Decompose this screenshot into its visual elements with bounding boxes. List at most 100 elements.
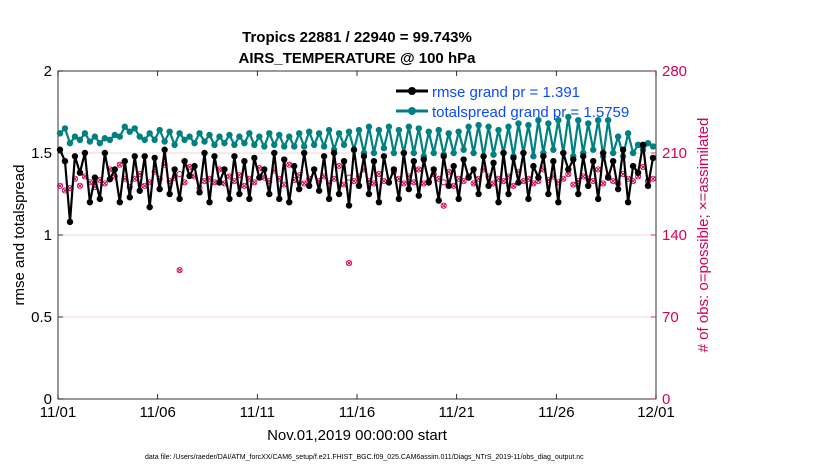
series-point-rmse <box>425 179 432 186</box>
series-point-totalspread <box>430 149 437 157</box>
series-point-rmse <box>594 195 602 203</box>
legend-rmse-label: rmse grand pr = 1.391 <box>432 84 580 101</box>
series-point-totalspread <box>525 121 532 129</box>
series-point-rmse <box>151 154 158 162</box>
series-point-rmse <box>590 158 597 165</box>
obs-assimilated-marker <box>142 183 148 189</box>
y2-axis-label: # of obs: o=possible; ×=assimilated <box>695 118 712 353</box>
obs-assimilated-stroke <box>421 180 427 187</box>
obs-assimilated-stroke <box>650 176 656 182</box>
series-point-rmse <box>644 182 652 189</box>
obs-assimilated-marker <box>102 180 108 187</box>
series-point-rmse <box>271 149 278 157</box>
series-point-rmse <box>649 154 657 162</box>
obs-assimilated-stroke <box>416 166 422 172</box>
obs-assimilated-stroke <box>132 176 138 182</box>
series-point-rmse <box>281 156 288 163</box>
series-point-totalspread <box>495 126 502 134</box>
series-point-totalspread <box>355 126 363 134</box>
series-point-rmse <box>460 156 467 163</box>
series-point-rmse <box>76 169 84 176</box>
series-point-totalspread <box>221 139 228 147</box>
obs-assimilated-marker <box>351 178 357 184</box>
series-point-totalspread <box>111 131 119 139</box>
obs-assimilated-marker <box>451 183 457 189</box>
obs-assimilated-stroke <box>117 162 123 168</box>
series-point-totalspread <box>286 133 293 140</box>
series-point-rmse <box>490 159 497 167</box>
obs-assimilated-marker <box>231 178 237 184</box>
series-point-rmse <box>530 162 537 170</box>
obs-assimilated-stroke <box>351 178 357 184</box>
obs-assimilated-marker <box>595 166 601 172</box>
series-point-rmse <box>216 179 223 186</box>
obs-assimilated-stroke <box>600 180 606 187</box>
obs-assimilated-stroke <box>226 173 232 179</box>
series-point-rmse <box>390 166 398 173</box>
series-point-rmse <box>370 158 378 165</box>
series-point-rmse <box>111 166 119 173</box>
y2-tick-label: 280 <box>662 63 687 80</box>
series-point-totalspread <box>81 130 89 137</box>
series-point-totalspread <box>176 130 183 137</box>
series-point-rmse <box>81 149 89 157</box>
obs-assimilated-stroke <box>281 182 287 188</box>
series-point-totalspread <box>614 133 622 140</box>
series-point-rmse <box>71 153 79 160</box>
series-point-totalspread <box>131 125 138 132</box>
series-point-rmse <box>201 149 208 157</box>
series-point-rmse <box>315 187 323 194</box>
series-point-rmse <box>604 174 612 181</box>
series-point-totalspread <box>261 143 268 150</box>
obs-assimilated-marker <box>610 178 616 184</box>
obs-possible-marker <box>56 182 64 189</box>
obs-possible-marker <box>76 182 83 189</box>
series-point-rmse <box>360 153 368 160</box>
series-point-totalspread <box>266 130 273 137</box>
series-point-rmse <box>231 153 238 160</box>
series-point-totalspread <box>410 149 418 157</box>
series-point-rmse <box>520 149 527 157</box>
series-point-rmse <box>251 154 258 162</box>
series-point-rmse <box>131 153 138 160</box>
obs-assimilated-marker <box>182 179 188 185</box>
x-tick-label: 12/01 <box>637 404 675 421</box>
obs-assimilated-marker <box>211 179 218 185</box>
obs-assimilated-marker <box>286 162 292 168</box>
series-point-totalspread <box>644 139 652 147</box>
series-point-rmse <box>565 166 572 173</box>
series-point-totalspread <box>171 141 178 148</box>
series-lines <box>56 113 657 226</box>
series-point-totalspread <box>575 117 582 124</box>
series-point-rmse <box>385 179 393 186</box>
obs-assimilated-stroke <box>595 166 601 172</box>
series-point-totalspread <box>535 117 542 124</box>
series-point-rmse <box>415 192 422 199</box>
series-point-rmse <box>560 149 567 157</box>
series-point-totalspread <box>385 123 393 130</box>
series-point-rmse <box>61 158 69 165</box>
series-point-rmse <box>181 158 188 165</box>
series-point-rmse <box>340 158 348 165</box>
series-point-totalspread <box>445 130 452 137</box>
series-point-rmse <box>136 187 143 194</box>
series-point-totalspread <box>565 113 572 121</box>
x-tick-label: 11/11 <box>240 404 275 421</box>
series-point-rmse <box>375 199 383 206</box>
series-point-totalspread <box>295 130 303 137</box>
x-tick-label: 11/16 <box>339 404 375 421</box>
series-point-totalspread <box>161 138 168 145</box>
obs-assimilated-stroke <box>286 162 292 168</box>
series-point-rmse <box>575 190 582 198</box>
series-point-totalspread <box>604 117 612 124</box>
chart-title: Tropics 22881 / 22940 = 99.743% <box>242 29 472 46</box>
obs-assimilated-stroke <box>211 179 218 185</box>
series-point-rmse <box>66 218 74 226</box>
series-point-totalspread <box>106 136 114 144</box>
series-point-rmse <box>241 158 248 165</box>
obs-assimilated-stroke <box>436 176 442 182</box>
series-point-rmse <box>430 166 437 173</box>
series-point-totalspread <box>96 139 104 147</box>
obs-assimilated-marker <box>416 166 422 172</box>
series-point-totalspread <box>460 146 467 153</box>
